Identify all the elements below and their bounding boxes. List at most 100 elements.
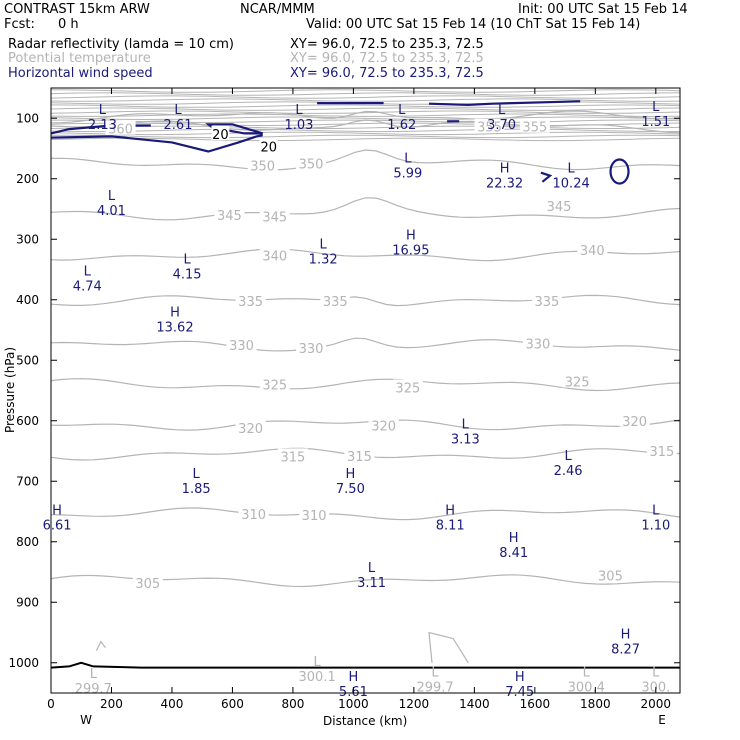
wind-extremum-symbol: H <box>500 162 510 177</box>
wind-extremum-symbol: H <box>349 670 359 685</box>
wind-extremum-value: 1.62 <box>387 118 416 133</box>
y-tick-label: 500 <box>16 353 39 367</box>
theta-extremum-symbol: L <box>313 655 321 670</box>
wind-extremum-symbol: L <box>84 265 92 280</box>
theta-label-bg <box>531 292 562 307</box>
theta-contours <box>50 89 681 664</box>
y-axis-label: Pressure (hPa) <box>3 347 17 433</box>
wind-extremum-symbol: H <box>445 504 455 519</box>
theta-label-bg <box>646 443 677 457</box>
theta-contour-line <box>50 110 681 124</box>
theta-contour-label: 345 <box>217 209 242 224</box>
wind-extremum-symbol: L <box>404 151 412 166</box>
theta-contour-label: 310 <box>302 509 327 524</box>
y-tick-label: 800 <box>16 535 39 549</box>
theta-contour-line <box>50 131 681 136</box>
wind-extremum-value: 7.50 <box>336 482 365 497</box>
theta-label-bg <box>259 208 290 223</box>
theta-contour-line <box>428 631 469 664</box>
theta-contour-label: 315 <box>347 450 372 465</box>
wind-contour-line <box>428 100 581 107</box>
x-tick-label: 1400 <box>459 697 490 711</box>
wind-extremum-symbol: H <box>621 628 631 643</box>
wind-contour-line <box>540 171 553 183</box>
wind-extremum-value: 4.74 <box>73 280 102 295</box>
theta-label-bg <box>105 120 136 135</box>
theta-label-bg <box>368 417 399 432</box>
fcst-label: Fcst: <box>4 17 35 32</box>
theta-extremum-value: 299.7 <box>416 681 453 696</box>
wind-extremum-value: 1.10 <box>641 519 670 534</box>
theta-contour-label: 360 <box>108 123 133 138</box>
theta-contour-label: 345 <box>262 210 287 225</box>
wind-contour-line <box>50 134 263 153</box>
wind-extremum-symbol: L <box>462 418 470 433</box>
theta-extremum-symbol: L <box>583 666 591 681</box>
theta-label-bg <box>474 118 505 133</box>
wind-extremum-value: 10.24 <box>553 177 590 192</box>
wind-contour-label: 20 <box>212 128 229 143</box>
wind-label-bg <box>259 138 278 153</box>
theta-contour-line <box>50 113 681 117</box>
theta-label-bg <box>299 507 330 522</box>
x-axis-label: Distance (km) <box>323 714 407 728</box>
wind-extremum-value: 1.03 <box>284 118 313 133</box>
theta-contour-label: 310 <box>241 508 266 523</box>
wind-extremum-value: 3.11 <box>357 576 386 591</box>
theta-contour-line <box>50 378 681 392</box>
theta-extremum-symbol: L <box>90 667 98 682</box>
theta-contour-label: 325 <box>395 381 420 396</box>
theta-contour-line <box>50 294 681 307</box>
theta-contour-label: 305 <box>598 570 623 585</box>
wind-extremum-value: 8.27 <box>611 643 640 658</box>
theta-contour-line <box>50 507 681 521</box>
theta-contour-line <box>50 248 681 262</box>
theta-extremum-value: 299.7 <box>75 682 112 697</box>
reflectivity-contour-line <box>50 661 680 669</box>
theta-contour-line <box>50 95 681 99</box>
y-tick-label: 1000 <box>8 656 39 670</box>
theta-label-bg <box>238 505 269 520</box>
theta-label-bg <box>392 379 423 394</box>
theta-contour-label: 305 <box>135 577 160 592</box>
field-xy-wind: XY= 96.0, 72.5 to 235.3, 72.5 <box>290 66 484 81</box>
x-tick-label: 1600 <box>520 697 551 711</box>
wind-contour-label: 20 <box>260 141 277 156</box>
theta-contour-label: 355 <box>522 121 547 136</box>
wind-extremum-value: 2.46 <box>554 464 583 479</box>
wind-contour-line <box>205 123 264 135</box>
valid-time: Valid: 00 UTC Sat 15 Feb 14 (10 ChT Sat … <box>306 17 640 32</box>
wind-extremum-value: 2.13 <box>88 118 117 133</box>
y-tick-label: 700 <box>16 474 39 488</box>
reflectivity-contours <box>50 661 680 669</box>
theta-contour-line <box>50 134 681 139</box>
theta-contour-label: 320 <box>622 415 647 430</box>
theta-contour-line <box>50 116 681 121</box>
theta-label-bg <box>577 242 608 257</box>
theta-contour-label: 320 <box>238 422 263 437</box>
theta-contour-label: 330 <box>299 342 324 357</box>
theta-contour-label: 340 <box>580 244 605 259</box>
x-end-label-west: W <box>80 713 92 727</box>
theta-contour-line <box>50 125 681 129</box>
wind-extremum-symbol: L <box>498 103 506 118</box>
wind-contour-line <box>609 158 630 185</box>
theta-label-bg <box>595 567 626 582</box>
theta-extremum-value: 300.1 <box>299 670 336 685</box>
wind-extremum-value: 4.15 <box>173 267 202 282</box>
wind-extremum-symbol: L <box>108 189 116 204</box>
theta-contour-line <box>50 122 681 126</box>
wind-extremum-symbol: L <box>568 162 576 177</box>
theta-label-bg <box>132 574 163 589</box>
y-tick-label: 200 <box>16 172 39 186</box>
wind-extremum-symbol: H <box>345 467 355 482</box>
theta-label-bg <box>344 447 375 462</box>
field-xy-reflectivity: XY= 96.0, 72.5 to 235.3, 72.5 <box>290 37 484 52</box>
theta-contour-label: 340 <box>262 250 287 265</box>
theta-label-bg <box>247 157 278 172</box>
theta-contour-label: 315 <box>649 445 674 460</box>
theta-label-bg <box>522 335 553 350</box>
wind-extremum-value: 2.61 <box>164 118 193 133</box>
